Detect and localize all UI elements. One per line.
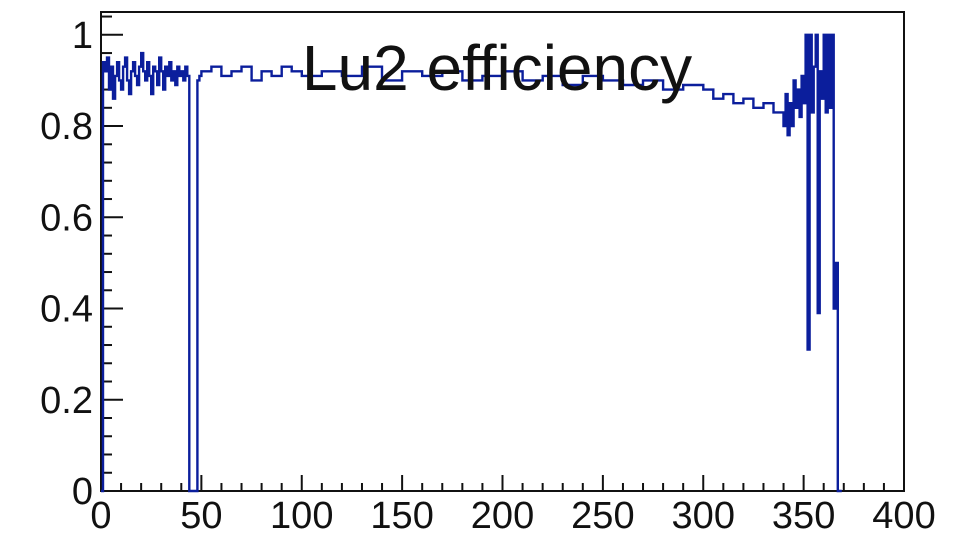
x-tick-label: 300 [672, 495, 735, 533]
x-tick-label: 0 [90, 495, 111, 533]
axes: 0 50 100 150 200 250 300 350 400 0 0.2 0.4 0.6 0.8 1 [40, 11, 936, 533]
x-tick-label: 400 [872, 495, 935, 533]
y-tick-label: 1 [72, 15, 93, 57]
chart-title: Lu2 efficiency [302, 32, 692, 104]
series-layer [101, 33, 842, 493]
x-tick-label: 250 [571, 495, 634, 533]
x-tick-label: 350 [772, 495, 835, 533]
y-tick-label: 0.6 [40, 197, 93, 239]
x-tick-label: 200 [471, 495, 534, 533]
x-tick-label: 150 [370, 495, 433, 533]
y-tick-label: 0.8 [40, 106, 93, 148]
x-tick-label: 50 [180, 495, 222, 533]
x-tick-label: 100 [270, 495, 333, 533]
y-tick-label: 0 [72, 471, 93, 513]
series-line [101, 33, 842, 493]
y-tick-label: 0.4 [40, 289, 93, 331]
y-tick-label: 0.2 [40, 380, 93, 422]
